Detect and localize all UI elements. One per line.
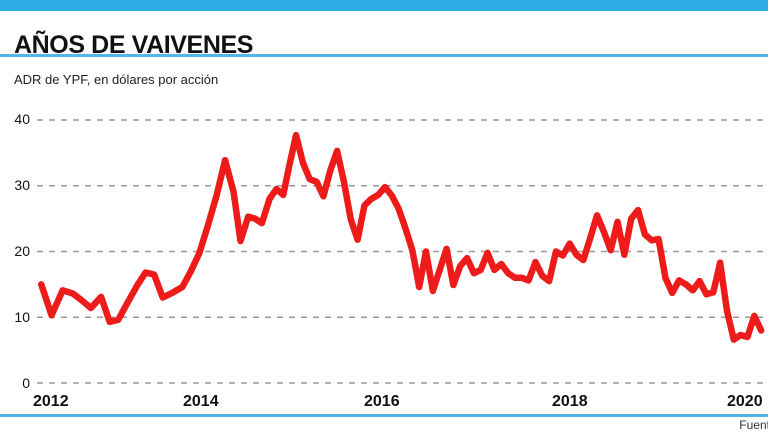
x-tick-label: 2020: [727, 393, 763, 410]
gridlines: [37, 119, 768, 384]
x-tick-label: 2016: [364, 393, 400, 410]
top-accent-band: [0, 0, 768, 11]
y-tick-label: 10: [14, 309, 30, 325]
y-tick-label: 30: [14, 177, 30, 193]
chart-subtitle: ADR de YPF, en dólares por acción: [14, 72, 219, 87]
x-tick-label: 2012: [33, 393, 69, 410]
title-block: AÑOS DE VAIVENES: [0, 11, 768, 59]
bottom-accent-rule: [0, 414, 768, 417]
x-tick-label: 2014: [183, 393, 219, 410]
line-chart-svg: [37, 119, 768, 384]
y-tick-label: 0: [22, 375, 30, 391]
y-tick-label: 20: [14, 243, 30, 259]
y-tick-label: 40: [14, 111, 30, 127]
title-underline-rule: [0, 54, 768, 57]
x-axis-tick-labels: 2012 2014 2016 2018 2020: [0, 393, 768, 419]
series-line: [38, 131, 765, 343]
x-tick-label: 2018: [552, 393, 588, 410]
plot-area: 40 30 20 10 0: [0, 100, 768, 395]
series-line-group: [38, 131, 765, 343]
source-note: Fuente:: [739, 418, 768, 432]
